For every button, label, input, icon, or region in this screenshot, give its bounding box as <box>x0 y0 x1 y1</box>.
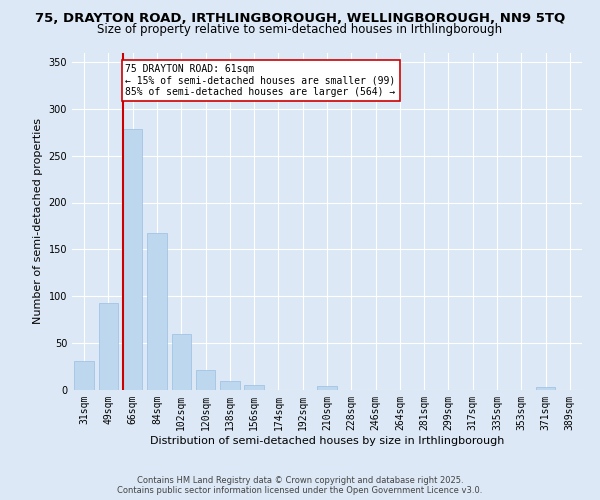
Bar <box>74 361 94 390</box>
Text: Size of property relative to semi-detached houses in Irthlingborough: Size of property relative to semi-detach… <box>97 22 503 36</box>
Y-axis label: Number of semi-detached properties: Number of semi-detached properties <box>33 118 43 324</box>
Text: 75, DRAYTON ROAD, IRTHLINGBOROUGH, WELLINGBOROUGH, NN9 5TQ: 75, DRAYTON ROAD, IRTHLINGBOROUGH, WELLI… <box>35 12 565 26</box>
Bar <box>99 303 118 390</box>
Bar <box>196 370 215 390</box>
Bar <box>147 232 167 390</box>
Bar <box>123 130 142 390</box>
Text: Contains HM Land Registry data © Crown copyright and database right 2025.
Contai: Contains HM Land Registry data © Crown c… <box>118 476 482 495</box>
Bar <box>172 334 191 390</box>
Text: 75 DRAYTON ROAD: 61sqm
← 15% of semi-detached houses are smaller (99)
85% of sem: 75 DRAYTON ROAD: 61sqm ← 15% of semi-det… <box>125 64 395 97</box>
Bar <box>317 386 337 390</box>
X-axis label: Distribution of semi-detached houses by size in Irthlingborough: Distribution of semi-detached houses by … <box>150 436 504 446</box>
Bar <box>220 380 239 390</box>
Bar <box>244 386 264 390</box>
Bar <box>536 387 555 390</box>
